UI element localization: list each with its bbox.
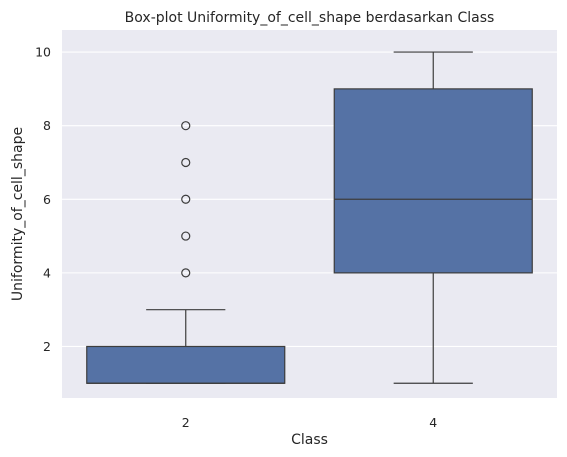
y-tick-label: 8 xyxy=(43,118,51,133)
y-tick-label: 4 xyxy=(43,265,51,280)
y-tick-label: 10 xyxy=(35,45,51,60)
box-series xyxy=(86,51,533,384)
x-tick-label: 4 xyxy=(429,415,437,430)
y-axis-label: Uniformity_of_cell_shape xyxy=(10,127,26,301)
box-category-2 xyxy=(86,121,286,384)
outlier-point xyxy=(181,121,191,131)
chart-title: Box-plot Uniformity_of_cell_shape berdas… xyxy=(125,10,495,26)
x-tick-label: 2 xyxy=(182,415,190,430)
y-tick-label: 2 xyxy=(43,339,51,354)
outlier-point xyxy=(181,268,191,278)
box-iqr xyxy=(86,345,286,384)
outlier-point xyxy=(181,194,191,204)
y-tick-labels: 2 4 6 8 10 xyxy=(35,45,51,354)
x-axis-label: Class xyxy=(291,432,328,448)
box-category-4 xyxy=(333,51,533,384)
outlier-point xyxy=(181,157,191,168)
box-iqr xyxy=(333,88,533,274)
outlier-point xyxy=(181,231,191,241)
y-tick-label: 6 xyxy=(43,192,51,207)
